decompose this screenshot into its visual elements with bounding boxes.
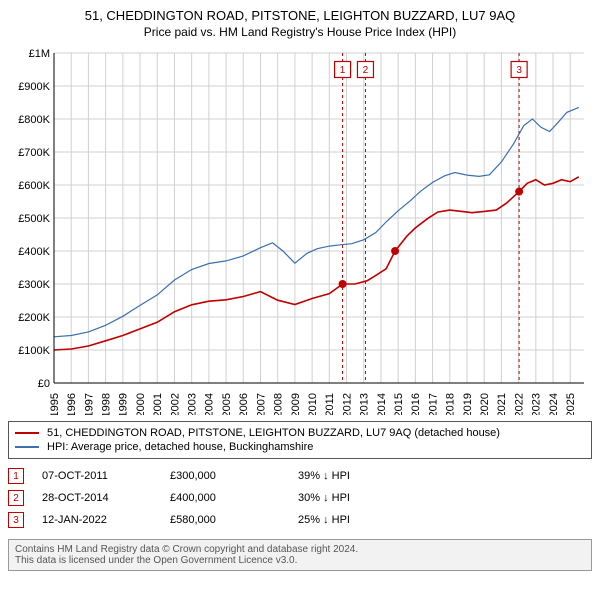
- chart-marker-num: 2: [363, 65, 369, 76]
- legend-row: 51, CHEDDINGTON ROAD, PITSTONE, LEIGHTON…: [15, 426, 585, 440]
- x-tick-label: 2002: [169, 393, 181, 415]
- y-tick-label: £600K: [18, 180, 50, 192]
- y-tick-label: £1M: [29, 48, 50, 60]
- x-tick-label: 2000: [135, 393, 147, 415]
- sale-point: [339, 280, 347, 288]
- footer-licence: Contains HM Land Registry data © Crown c…: [8, 539, 592, 571]
- y-tick-label: £300K: [18, 279, 50, 291]
- chart-marker-num: 1: [340, 65, 346, 76]
- event-price: £580,000: [170, 514, 280, 526]
- x-tick-label: 2025: [565, 393, 577, 415]
- x-tick-label: 2019: [462, 393, 474, 415]
- x-tick-label: 2004: [204, 393, 216, 415]
- x-tick-label: 2010: [307, 393, 319, 415]
- event-price: £300,000: [170, 470, 280, 482]
- event-row: 3 12-JAN-2022 £580,000 25% ↓ HPI: [8, 509, 592, 531]
- chart-marker-num: 3: [516, 65, 522, 76]
- x-tick-label: 1997: [83, 393, 95, 415]
- legend-label: HPI: Average price, detached house, Buck…: [47, 441, 313, 453]
- event-hpi-diff: 39% ↓ HPI: [298, 470, 408, 482]
- x-tick-label: 2015: [393, 393, 405, 415]
- y-tick-label: £200K: [18, 312, 50, 324]
- x-tick-label: 2014: [376, 393, 388, 415]
- x-tick-label: 2024: [548, 393, 560, 415]
- x-tick-label: 2007: [255, 393, 267, 415]
- event-row: 1 07-OCT-2011 £300,000 39% ↓ HPI: [8, 465, 592, 487]
- event-row: 2 28-OCT-2014 £400,000 30% ↓ HPI: [8, 487, 592, 509]
- event-date: 28-OCT-2014: [42, 492, 152, 504]
- page-title: 51, CHEDDINGTON ROAD, PITSTONE, LEIGHTON…: [6, 8, 594, 23]
- y-tick-label: £500K: [18, 213, 50, 225]
- x-tick-label: 1998: [100, 393, 112, 415]
- x-tick-label: 1996: [66, 393, 78, 415]
- x-tick-label: 2012: [341, 393, 353, 415]
- event-date: 12-JAN-2022: [42, 514, 152, 526]
- x-tick-label: 1999: [118, 393, 130, 415]
- x-tick-label: 2023: [531, 393, 543, 415]
- legend-label: 51, CHEDDINGTON ROAD, PITSTONE, LEIGHTON…: [47, 427, 500, 439]
- event-num-box: 3: [8, 512, 24, 528]
- y-tick-label: £900K: [18, 81, 50, 93]
- event-price: £400,000: [170, 492, 280, 504]
- x-tick-label: 2020: [479, 393, 491, 415]
- event-date: 07-OCT-2011: [42, 470, 152, 482]
- sale-point: [515, 188, 523, 196]
- page-subtitle: Price paid vs. HM Land Registry's House …: [6, 25, 594, 39]
- x-tick-label: 2018: [445, 393, 457, 415]
- y-tick-label: £400K: [18, 246, 50, 258]
- x-tick-label: 2021: [496, 393, 508, 415]
- x-tick-label: 2016: [410, 393, 422, 415]
- x-tick-label: 2005: [221, 393, 233, 415]
- chart-container: £0 £100K £200K £300K £400K £500K £600K £700K £80…: [6, 45, 594, 415]
- x-tick-label: 2011: [324, 393, 336, 415]
- price-chart: £0 £100K £200K £300K £400K £500K £600K £700K £80…: [6, 45, 594, 415]
- x-tick-label: 1995: [49, 393, 61, 415]
- footer-line-1: Contains HM Land Registry data © Crown c…: [15, 544, 585, 555]
- y-tick-label: £700K: [18, 147, 50, 159]
- x-tick-label: 2017: [427, 393, 439, 415]
- x-tick-label: 2008: [273, 393, 285, 415]
- event-table: 1 07-OCT-2011 £300,000 39% ↓ HPI 2 28-OCT-201…: [8, 465, 592, 531]
- x-tick-label: 2006: [238, 393, 250, 415]
- y-tick-label: £100K: [18, 345, 50, 357]
- event-num-box: 1: [8, 468, 24, 484]
- footer-line-2: This data is licensed under the Open Gov…: [15, 555, 585, 566]
- legend-swatch: [15, 432, 39, 434]
- x-tick-label: 2001: [152, 393, 164, 415]
- legend-swatch: [15, 446, 39, 448]
- x-tick-label: 2022: [513, 393, 525, 415]
- x-tick-label: 2009: [290, 393, 302, 415]
- y-tick-label: £800K: [18, 114, 50, 126]
- sale-point: [391, 247, 399, 255]
- legend: 51, CHEDDINGTON ROAD, PITSTONE, LEIGHTON…: [8, 421, 592, 459]
- legend-row: HPI: Average price, detached house, Buck…: [15, 440, 585, 454]
- event-hpi-diff: 25% ↓ HPI: [298, 514, 408, 526]
- x-tick-label: 2003: [187, 393, 199, 415]
- event-hpi-diff: 30% ↓ HPI: [298, 492, 408, 504]
- event-num-box: 2: [8, 490, 24, 506]
- y-tick-label: £0: [38, 378, 50, 390]
- x-tick-label: 2013: [359, 393, 371, 415]
